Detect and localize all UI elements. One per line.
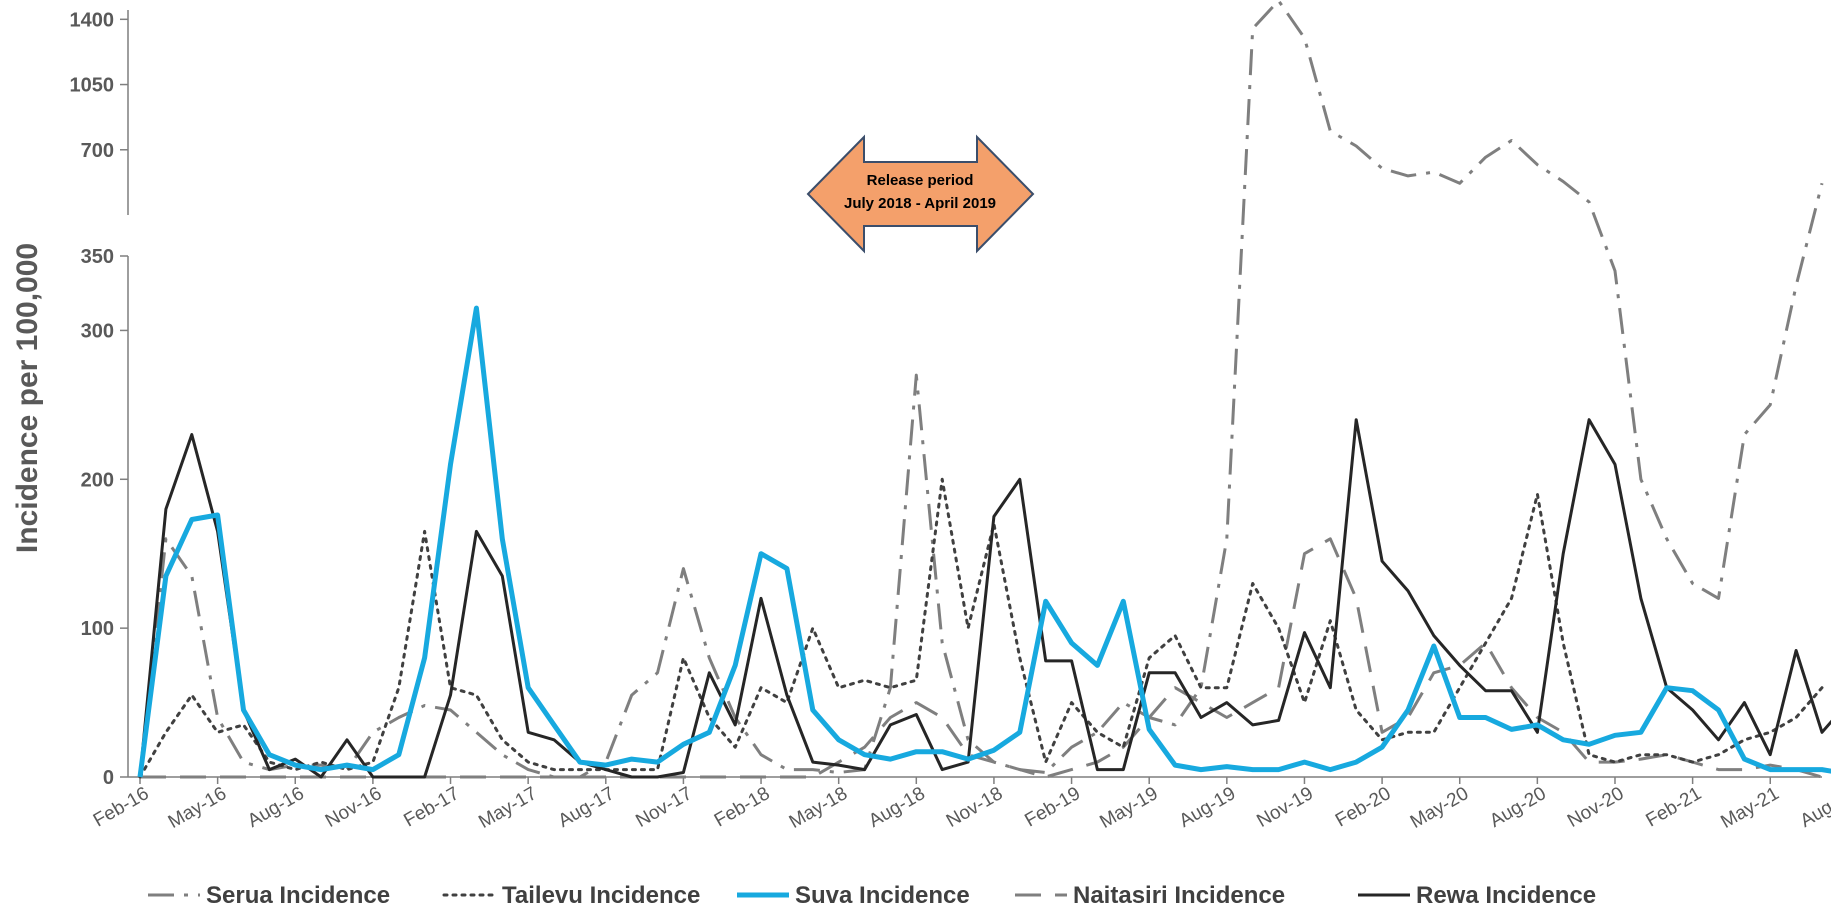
x-tick-label: Aug-16 — [244, 783, 308, 832]
x-tick-label: Nov-17 — [632, 783, 696, 832]
y-tick-label: 700 — [81, 140, 114, 162]
annotation-line-2: July 2018 - April 2019 — [844, 195, 996, 212]
legend-label-rewa: Rewa Incidence — [1416, 882, 1596, 907]
series-layer — [137, 0, 1831, 779]
y-tick-label: 1050 — [70, 75, 115, 97]
x-tick-label: Nov-18 — [943, 783, 1007, 832]
y-tick-label: 1400 — [70, 9, 115, 31]
legend-label-naitasiri: Naitasiri Incidence — [1073, 882, 1285, 907]
series-line-suva — [137, 305, 1831, 778]
y-tick-label: 100 — [81, 618, 114, 640]
x-tick-label: Feb-19 — [1021, 783, 1084, 831]
x-tick-label: May-16 — [165, 783, 230, 833]
x-tick-label: Nov-19 — [1253, 783, 1317, 832]
x-tick-label: Feb-21 — [1642, 783, 1705, 831]
x-tick-label: Aug-20 — [1486, 783, 1550, 832]
release-period-arrow — [806, 134, 1035, 254]
series-line-serua — [138, 0, 1824, 779]
x-tick-label: Feb-17 — [400, 783, 463, 831]
x-tick-label: May-18 — [786, 783, 851, 833]
x-tick-label: May-19 — [1096, 783, 1161, 833]
series-line-rewa — [138, 418, 1831, 779]
y-axis-label: Incidence per 100,000 — [11, 243, 44, 553]
legend-label-suva: Suva Incidence — [795, 882, 970, 907]
x-tick-label: Nov-20 — [1564, 783, 1628, 832]
release-period-annotation: Release period July 2018 - April 2019 — [806, 134, 1035, 254]
x-tick-label: Aug-19 — [1176, 783, 1240, 832]
x-tick-label: Nov-16 — [322, 783, 386, 832]
y-tick-label: 0 — [103, 767, 114, 789]
legend: Serua Incidence Tailevu Incidence Suva Inc… — [148, 882, 1596, 907]
x-tick-label: Feb-18 — [711, 783, 774, 831]
y-tick-label: 200 — [81, 469, 114, 491]
y-tick-label: 300 — [81, 320, 114, 342]
y-tick-label: 350 — [81, 246, 114, 268]
x-tick-label: May-21 — [1717, 783, 1782, 833]
legend-label-tailevu: Tailevu Incidence — [502, 882, 700, 907]
x-tick-label: Aug-18 — [865, 783, 929, 832]
axes: 0 100 200 300 350 700 1050 1400 Feb-16 May-16 Aug-… — [70, 9, 1831, 833]
x-tick-label: May-17 — [475, 783, 540, 833]
legend-label-serua: Serua Incidence — [206, 882, 390, 907]
x-tick-label: Feb-16 — [90, 783, 153, 831]
x-tick-label: Aug-21 — [1797, 783, 1831, 832]
x-tick-label: Feb-20 — [1332, 783, 1395, 831]
series-line-tailevu — [138, 477, 1824, 779]
x-tick-label: Aug-17 — [555, 783, 619, 832]
x-tick-label: May-20 — [1407, 783, 1472, 833]
annotation-line-1: Release period — [867, 172, 974, 189]
